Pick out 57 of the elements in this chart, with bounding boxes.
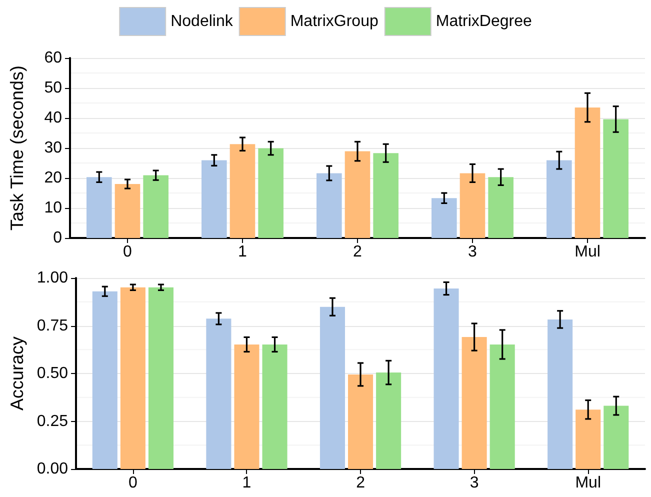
y-tick-label: 60: [44, 50, 62, 66]
bar: [143, 175, 168, 238]
bar: [206, 318, 232, 469]
y-tick-label: 0: [53, 230, 62, 246]
legend-label: MatrixDegree: [436, 13, 532, 30]
y-tick-label: 0.00: [36, 460, 68, 478]
bar: [603, 119, 628, 238]
bar: [230, 144, 256, 238]
x-tick-label: 2: [353, 244, 362, 260]
x-tick-label: Mul: [574, 244, 600, 260]
bar: [432, 198, 457, 238]
bar: [574, 108, 600, 238]
bar: [490, 344, 515, 469]
y-tick-label: 0.75: [36, 317, 68, 334]
bar: [548, 319, 573, 469]
bar: [576, 410, 601, 469]
bar: [234, 344, 260, 469]
y-tick-label: 30: [44, 140, 62, 156]
bar: [460, 173, 486, 238]
bar: [202, 160, 227, 238]
y-tick-label: 0.25: [36, 412, 68, 430]
y-tick-label: 40: [44, 110, 62, 126]
y-tick-label: 50: [44, 80, 62, 96]
x-tick-label: 1: [238, 244, 248, 260]
y-tick-label: 1.00: [36, 270, 68, 286]
x-tick-label: 3: [470, 474, 479, 492]
bar: [604, 406, 629, 469]
y-tick-label: 0.50: [36, 365, 68, 382]
y-tick-label: 10: [44, 200, 62, 216]
bar: [462, 337, 487, 469]
bar: [148, 287, 174, 469]
x-tick-label: 3: [468, 244, 478, 260]
bar: [114, 184, 140, 238]
bar: [86, 177, 112, 238]
bar: [92, 291, 118, 469]
legend-label: Nodelink: [170, 13, 234, 30]
x-tick-label: 0: [128, 474, 138, 492]
bar: [546, 160, 572, 238]
bar: [316, 173, 342, 238]
bar: [320, 306, 345, 469]
y-axis-title: Accuracy: [7, 336, 27, 411]
bar: [373, 153, 398, 238]
bar: [344, 151, 370, 238]
bar: [120, 287, 146, 469]
legend-label: MatrixGroup: [290, 13, 378, 30]
x-tick-label: 0: [123, 244, 132, 260]
bar: [262, 344, 288, 469]
x-tick-label: Mul: [575, 474, 601, 492]
bar: [258, 148, 284, 238]
bar: [348, 374, 374, 469]
bar: [488, 177, 514, 238]
x-tick-label: 1: [242, 474, 252, 492]
bar: [434, 288, 459, 469]
y-tick-label: 20: [44, 170, 62, 186]
y-axis-title: Task Time (seconds): [7, 65, 27, 231]
bar: [376, 372, 402, 469]
x-tick-label: 2: [356, 474, 366, 492]
